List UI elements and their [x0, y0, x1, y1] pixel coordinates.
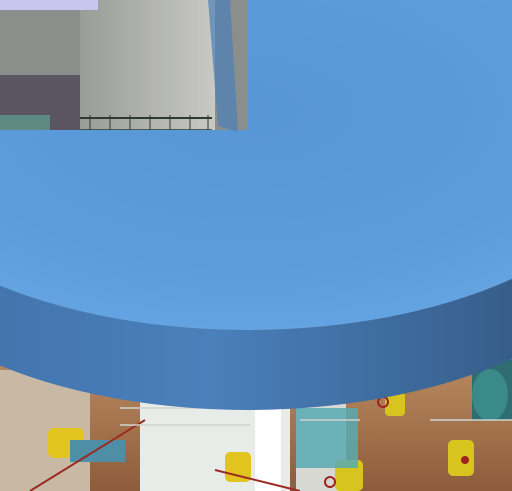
wall-panel	[80, 0, 215, 150]
pie-cut-shadow	[208, 0, 238, 132]
pie-slice-2	[0, 0, 98, 10]
pie-slice-1	[0, 0, 512, 330]
pie-slice-1-side	[0, 278, 512, 410]
